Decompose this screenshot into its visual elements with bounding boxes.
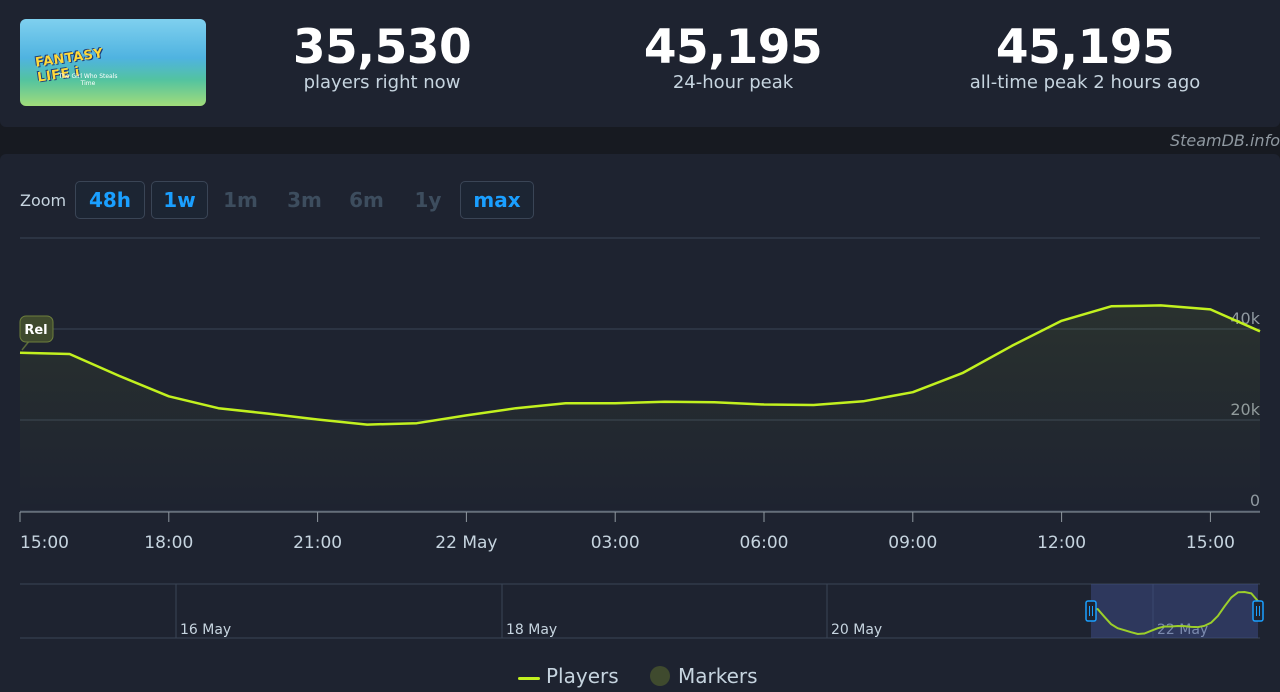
legend-players-label: Players: [546, 664, 619, 688]
navigator-tick-label: 18 May: [506, 622, 557, 638]
x-tick-label: 15:00: [1186, 533, 1235, 553]
markers-dot-swatch: [650, 666, 670, 686]
zoom-max-button[interactable]: max: [460, 181, 534, 219]
stat-current-players: 35,530 players right now: [282, 20, 482, 93]
navigator-line: [1090, 590, 1259, 636]
navigator-right-handle[interactable]: [1252, 600, 1264, 622]
rel-marker-badge[interactable]: [19, 315, 54, 343]
players-line-swatch: [518, 677, 540, 680]
players-line[interactable]: [19, 304, 1261, 426]
zoom-1m-button[interactable]: 1m: [223, 188, 258, 212]
zoom-label: Zoom: [20, 191, 67, 210]
zoom-1w-button[interactable]: 1w: [151, 181, 208, 219]
stat-label: players right now: [303, 72, 461, 93]
x-tick-label: 09:00: [888, 533, 937, 553]
stat-label: all-time peak 2 hours ago: [969, 72, 1201, 93]
zoom-1y-button[interactable]: 1y: [414, 188, 442, 212]
stat-24h-peak: 45,195 24-hour peak: [633, 20, 833, 93]
navigator-tick-label: 16 May: [180, 622, 231, 638]
stat-value: 35,530: [292, 20, 472, 75]
x-tick-label: 21:00: [293, 533, 342, 553]
zoom-3m-button[interactable]: 3m: [287, 188, 322, 212]
zoom-6m-button[interactable]: 6m: [349, 188, 384, 212]
stats-header: FANTASY LIFE i The Girl Who Steals Time …: [0, 0, 1280, 127]
x-tick-label: 15:00: [20, 533, 69, 553]
navigator-tick-label: 20 May: [831, 622, 882, 638]
stat-label: 24-hour peak: [672, 72, 794, 93]
x-tick-label: 06:00: [740, 533, 789, 553]
game-logo-subtitle: The Girl Who Steals Time: [58, 73, 118, 87]
x-tick-label: 03:00: [591, 533, 640, 553]
stat-all-time-peak: 45,195 all-time peak 2 hours ago: [955, 20, 1215, 93]
zoom-48h-button[interactable]: 48h: [75, 181, 145, 219]
stat-value: 45,195: [643, 20, 823, 75]
navigator-selection[interactable]: [1091, 584, 1258, 638]
x-tick-label: 22 May: [435, 533, 497, 553]
stat-value: 45,195: [995, 20, 1175, 75]
navigator-left-handle[interactable]: [1085, 600, 1097, 622]
steamdb-credit[interactable]: SteamDB.info: [1169, 131, 1280, 150]
game-image[interactable]: FANTASY LIFE i The Girl Who Steals Time: [20, 19, 206, 106]
rel-marker-label: Rel: [24, 323, 47, 338]
players-area: [20, 305, 1260, 511]
legend-markers-label: Markers: [678, 664, 758, 688]
x-tick-label: 18:00: [144, 533, 193, 553]
x-tick-label: 12:00: [1037, 533, 1086, 553]
